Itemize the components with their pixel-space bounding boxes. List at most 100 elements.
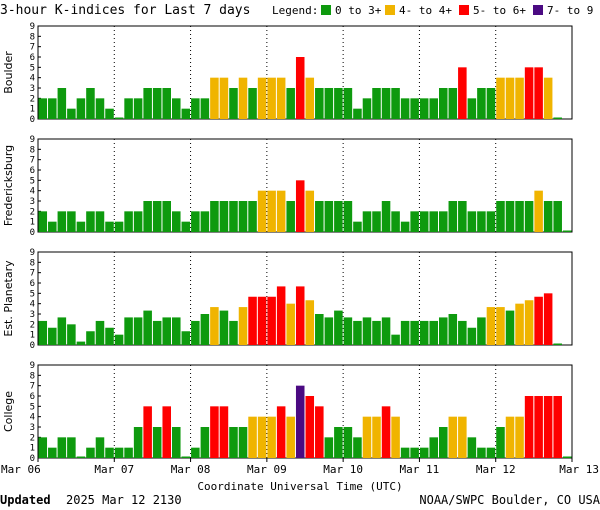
- k-index-bar: [315, 201, 324, 232]
- k-index-bar: [372, 416, 381, 458]
- k-index-bar: [229, 427, 238, 458]
- y-tick-label: 6: [30, 53, 35, 63]
- k-index-bar: [267, 296, 276, 345]
- k-index-bar: [181, 108, 191, 119]
- k-index-bar: [191, 98, 200, 119]
- k-index-bar: [515, 201, 524, 232]
- k-index-bar: [286, 88, 295, 119]
- k-index-bar: [505, 201, 515, 232]
- k-index-bar: [162, 88, 171, 119]
- y-tick-label: 6: [30, 279, 35, 289]
- k-index-bar: [229, 201, 238, 232]
- k-index-bar: [48, 447, 57, 458]
- y-tick-label: 0: [30, 341, 35, 351]
- k-index-bar: [238, 77, 248, 119]
- k-index-bar: [543, 77, 553, 119]
- k-index-bar: [400, 320, 410, 345]
- k-index-bar: [172, 211, 181, 232]
- k-index-bar: [143, 310, 152, 345]
- k-index-bar: [267, 416, 276, 458]
- k-index-bar: [86, 211, 95, 232]
- k-index-bar: [124, 447, 133, 458]
- k-index-bar: [477, 317, 486, 345]
- k-index-bar: [439, 317, 448, 345]
- k-index-bar: [67, 324, 76, 345]
- k-index-bar: [391, 416, 400, 458]
- k-index-bar: [248, 416, 257, 458]
- k-index-bar: [324, 437, 334, 458]
- k-index-bar: [419, 98, 429, 119]
- y-tick-label: 0: [30, 454, 35, 464]
- k-index-bar: [400, 98, 410, 119]
- k-index-bar: [219, 201, 229, 232]
- y-tick-label: 2: [30, 320, 35, 330]
- legend-item-green: 0 to 3+: [335, 4, 382, 17]
- k-index-bar: [114, 117, 124, 119]
- k-index-bar: [57, 437, 67, 458]
- k-index-bar: [76, 221, 86, 232]
- k-index-bar: [486, 447, 496, 458]
- k-index-bar: [181, 456, 191, 458]
- y-tick-label: 3: [30, 423, 35, 433]
- k-index-bar: [524, 396, 534, 458]
- k-index-bar: [181, 221, 191, 232]
- k-index-bar: [381, 201, 391, 232]
- k-index-bar: [257, 77, 267, 119]
- k-index-bar: [553, 343, 562, 345]
- y-tick-label: 9: [30, 135, 35, 145]
- k-index-bar: [172, 427, 181, 458]
- x-tick-label: Mar 13: [559, 463, 599, 476]
- k-index-bar: [248, 296, 257, 345]
- k-index-bar: [152, 320, 162, 345]
- k-index-bar: [524, 67, 534, 119]
- k-index-bar: [152, 88, 162, 119]
- k-index-bar: [410, 447, 419, 458]
- k-index-bar: [448, 314, 458, 345]
- k-index-bar: [362, 416, 372, 458]
- k-index-bar: [267, 77, 276, 119]
- y-tick-label: 6: [30, 392, 35, 402]
- k-index-bar: [152, 427, 162, 458]
- k-index-bar: [67, 211, 76, 232]
- x-axis-ticks: Mar 06 Mar 07 Mar 08 Mar 09 Mar 10 Mar 11 Mar …: [1, 458, 599, 476]
- k-index-bar: [419, 211, 429, 232]
- k-index-bar: [315, 314, 324, 345]
- k-index-bar: [295, 385, 305, 458]
- y-tick-label: 5: [30, 176, 35, 186]
- k-index-bar: [496, 427, 505, 458]
- y-tick-label: 9: [30, 22, 35, 32]
- k-index-bar: [458, 320, 467, 345]
- k-index-bar: [372, 320, 381, 345]
- legend-item-purple: 7- to 9: [547, 4, 593, 17]
- k-index-bar: [200, 211, 210, 232]
- panel-frame: [37, 138, 573, 233]
- k-index-bar: [76, 341, 86, 345]
- k-index-bar: [467, 211, 477, 232]
- y-tick-label: 8: [30, 145, 35, 155]
- k-index-bar: [114, 334, 124, 345]
- panel-label: Est. Planetary: [2, 260, 15, 337]
- legend: Legend: 0 to 3+ 4- to 4+ 5- to 6+ 7- to …: [272, 4, 593, 17]
- k-index-bar: [238, 307, 248, 345]
- y-tick-label: 3: [30, 84, 35, 94]
- k-index-bar: [276, 406, 286, 458]
- y-tick-label: 4: [30, 187, 35, 197]
- legend-item-red: 5- to 6+: [473, 4, 526, 17]
- k-index-bar: [286, 303, 295, 345]
- k-index-bar: [38, 98, 48, 119]
- x-tick-label: Mar 09: [247, 463, 287, 476]
- k-index-bar: [219, 310, 229, 345]
- k-index-bar: [200, 427, 210, 458]
- k-index-bar: [191, 447, 200, 458]
- k-index-bar: [391, 88, 400, 119]
- k-index-bar: [515, 416, 524, 458]
- y-tick-label: 6: [30, 166, 35, 176]
- legend-swatch-purple: [533, 5, 543, 15]
- k-index-bar: [57, 88, 67, 119]
- y-tick-label: 1: [30, 444, 35, 454]
- panel-frame: [37, 251, 573, 346]
- k-index-bar: [362, 211, 372, 232]
- k-index-bar: [343, 427, 353, 458]
